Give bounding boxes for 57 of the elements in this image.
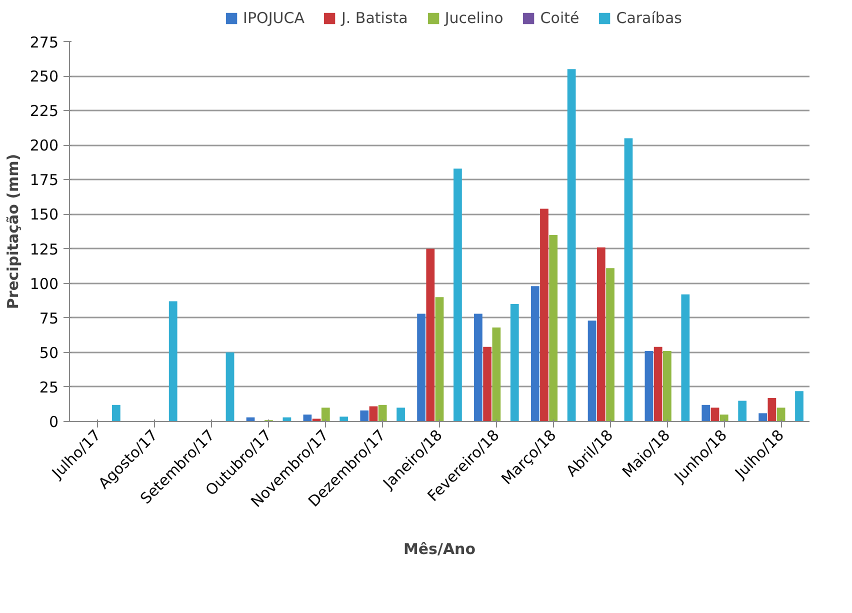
- bar: [710, 408, 720, 422]
- x-axis-title: Mês/Ano: [403, 540, 476, 558]
- bar: [663, 351, 672, 422]
- bar: [378, 404, 387, 422]
- bar: [758, 413, 768, 422]
- bar: [540, 208, 548, 422]
- bar: [588, 320, 596, 422]
- legend-label: Caraíbas: [616, 9, 682, 27]
- y-tick-label: 100: [30, 274, 59, 293]
- bar: [768, 398, 776, 422]
- bar: [426, 248, 435, 422]
- bar: [567, 69, 576, 422]
- bar: [168, 301, 178, 422]
- bar: [549, 234, 558, 422]
- y-tick-label: 225: [30, 102, 59, 120]
- bar: [654, 346, 662, 422]
- y-tick-label: 0: [48, 413, 59, 431]
- bar: [702, 404, 710, 422]
- bar: [776, 408, 786, 422]
- bar: [738, 400, 747, 422]
- bar: [510, 304, 519, 422]
- bar: [483, 346, 492, 422]
- y-tick-label: 150: [30, 206, 59, 224]
- bar: [340, 416, 348, 422]
- y-tick-label: 75: [39, 309, 59, 328]
- bar: [474, 314, 482, 422]
- bar: [226, 352, 234, 422]
- bar: [530, 286, 540, 422]
- legend-label: Coité: [540, 9, 580, 27]
- bar: [681, 294, 690, 422]
- bar: [624, 138, 633, 422]
- legend-label: J. Batista: [341, 9, 408, 27]
- bar: [417, 314, 426, 422]
- bar: [606, 268, 614, 422]
- bar: [454, 168, 462, 422]
- bar: [112, 404, 120, 422]
- bar: [795, 391, 804, 422]
- bar: [303, 414, 312, 422]
- bar: [396, 408, 405, 422]
- bar: [644, 351, 654, 422]
- y-tick-label: 250: [30, 68, 59, 86]
- y-tick-label: 50: [39, 344, 59, 362]
- bar: [720, 414, 728, 422]
- y-tick-label: 200: [30, 136, 59, 155]
- bar: [596, 247, 606, 422]
- y-axis-title: Precipitação (mm): [4, 154, 22, 310]
- legend-label: IPOJUCA: [243, 9, 304, 27]
- y-tick-label: 125: [30, 240, 59, 258]
- legend-label: Jucelino: [444, 9, 504, 27]
- y-tick-label: 275: [30, 34, 59, 52]
- bar: [321, 408, 330, 422]
- bar: [360, 410, 369, 422]
- bar: [369, 406, 378, 422]
- bar: [435, 297, 444, 422]
- y-tick-label: 175: [30, 171, 59, 190]
- bar: [492, 328, 501, 422]
- y-tick-label: 25: [39, 378, 59, 396]
